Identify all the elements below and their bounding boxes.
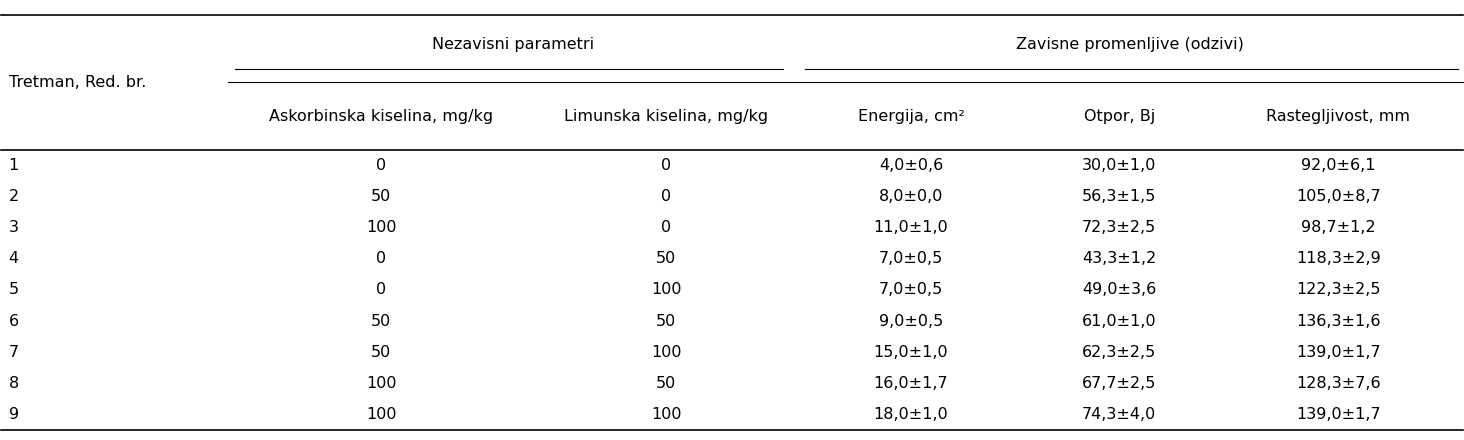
Text: 0: 0 (662, 189, 672, 204)
Text: 0: 0 (376, 251, 386, 266)
Text: 11,0±1,0: 11,0±1,0 (874, 220, 949, 235)
Text: 0: 0 (376, 158, 386, 173)
Text: 0: 0 (376, 282, 386, 297)
Text: 0: 0 (662, 220, 672, 235)
Text: Limunska kiselina, mg/kg: Limunska kiselina, mg/kg (564, 109, 769, 124)
Text: 50: 50 (372, 189, 391, 204)
Text: 98,7±1,2: 98,7±1,2 (1301, 220, 1376, 235)
Text: 7: 7 (9, 345, 19, 359)
Text: 74,3±4,0: 74,3±4,0 (1082, 407, 1157, 422)
Text: 18,0±1,0: 18,0±1,0 (874, 407, 949, 422)
Text: 61,0±1,0: 61,0±1,0 (1082, 314, 1157, 329)
Text: 50: 50 (372, 345, 391, 359)
Text: 6: 6 (9, 314, 19, 329)
Text: Askorbinska kiselina, mg/kg: Askorbinska kiselina, mg/kg (269, 109, 493, 124)
Text: 62,3±2,5: 62,3±2,5 (1082, 345, 1157, 359)
Text: Energija, cm²: Energija, cm² (858, 109, 965, 124)
Text: 4,0±0,6: 4,0±0,6 (878, 158, 943, 173)
Text: 122,3±2,5: 122,3±2,5 (1296, 282, 1381, 297)
Text: 105,0±8,7: 105,0±8,7 (1296, 189, 1381, 204)
Text: 100: 100 (366, 220, 397, 235)
Text: 128,3±7,6: 128,3±7,6 (1296, 376, 1381, 391)
Text: 50: 50 (656, 251, 676, 266)
Text: 30,0±1,0: 30,0±1,0 (1082, 158, 1157, 173)
Text: 67,7±2,5: 67,7±2,5 (1082, 376, 1157, 391)
Text: Nezavisni parametri: Nezavisni parametri (432, 37, 594, 51)
Text: 16,0±1,7: 16,0±1,7 (874, 376, 949, 391)
Text: 100: 100 (366, 376, 397, 391)
Text: 118,3±2,9: 118,3±2,9 (1296, 251, 1381, 266)
Text: Otpor, Bj: Otpor, Bj (1083, 109, 1155, 124)
Text: Zavisne promenljive (odzivi): Zavisne promenljive (odzivi) (1016, 37, 1244, 51)
Text: 2: 2 (9, 189, 19, 204)
Text: 9,0±0,5: 9,0±0,5 (878, 314, 943, 329)
Text: 100: 100 (651, 282, 682, 297)
Text: 136,3±1,6: 136,3±1,6 (1296, 314, 1381, 329)
Text: 7,0±0,5: 7,0±0,5 (878, 282, 943, 297)
Text: 9: 9 (9, 407, 19, 422)
Text: 72,3±2,5: 72,3±2,5 (1082, 220, 1157, 235)
Text: 0: 0 (662, 158, 672, 173)
Text: 43,3±1,2: 43,3±1,2 (1082, 251, 1157, 266)
Text: 100: 100 (366, 407, 397, 422)
Text: Tretman, Red. br.: Tretman, Red. br. (9, 75, 146, 90)
Text: 100: 100 (651, 345, 682, 359)
Text: 49,0±3,6: 49,0±3,6 (1082, 282, 1157, 297)
Text: 5: 5 (9, 282, 19, 297)
Text: 50: 50 (656, 314, 676, 329)
Text: 4: 4 (9, 251, 19, 266)
Text: 1: 1 (9, 158, 19, 173)
Text: 15,0±1,0: 15,0±1,0 (874, 345, 949, 359)
Text: 8: 8 (9, 376, 19, 391)
Text: 8,0±0,0: 8,0±0,0 (878, 189, 943, 204)
Text: 50: 50 (372, 314, 391, 329)
Text: Rastegljivost, mm: Rastegljivost, mm (1266, 109, 1410, 124)
Text: 92,0±6,1: 92,0±6,1 (1301, 158, 1376, 173)
Text: 100: 100 (651, 407, 682, 422)
Text: 139,0±1,7: 139,0±1,7 (1296, 407, 1381, 422)
Text: 139,0±1,7: 139,0±1,7 (1296, 345, 1381, 359)
Text: 3: 3 (9, 220, 19, 235)
Text: 7,0±0,5: 7,0±0,5 (878, 251, 943, 266)
Text: 56,3±1,5: 56,3±1,5 (1082, 189, 1157, 204)
Text: 50: 50 (656, 376, 676, 391)
